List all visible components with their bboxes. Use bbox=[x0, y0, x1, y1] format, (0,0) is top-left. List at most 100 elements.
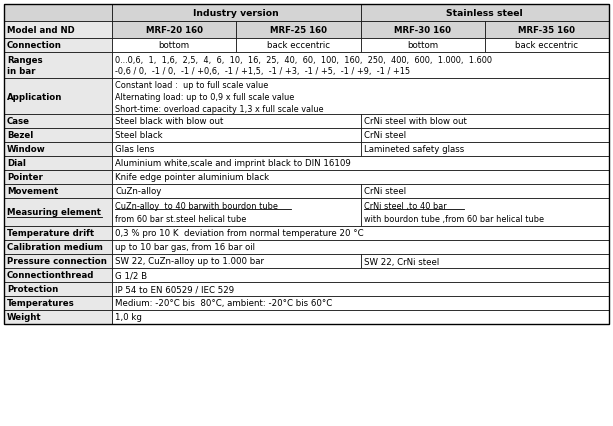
Text: G 1/2 B: G 1/2 B bbox=[115, 271, 147, 280]
Bar bbox=[112, 268, 609, 282]
Text: CrNi steel with blow out: CrNi steel with blow out bbox=[364, 117, 466, 126]
Bar bbox=[4, 227, 112, 240]
Text: Window: Window bbox=[7, 145, 46, 154]
Text: MRF-20 160: MRF-20 160 bbox=[146, 26, 203, 35]
Text: Short-time: overload capacity 1,3 x full scale value: Short-time: overload capacity 1,3 x full… bbox=[115, 104, 324, 113]
Text: MRF-25 160: MRF-25 160 bbox=[270, 26, 327, 35]
Bar bbox=[4, 39, 112, 53]
Bar bbox=[360, 115, 609, 129]
Text: SW 22, CrNi steel: SW 22, CrNi steel bbox=[364, 257, 439, 266]
Bar bbox=[4, 240, 112, 254]
Text: Steel black with blow out: Steel black with blow out bbox=[115, 117, 223, 126]
Bar bbox=[112, 296, 609, 310]
Bar bbox=[485, 22, 609, 39]
Text: Knife edge pointer aluminium black: Knife edge pointer aluminium black bbox=[115, 173, 269, 182]
Text: with bourdon tube ,from 60 bar helical tube: with bourdon tube ,from 60 bar helical t… bbox=[364, 214, 544, 223]
Bar bbox=[4, 170, 112, 184]
Bar bbox=[485, 39, 609, 53]
Text: Model and ND: Model and ND bbox=[7, 26, 75, 35]
Text: in bar: in bar bbox=[7, 67, 36, 76]
Bar bbox=[360, 39, 485, 53]
Bar bbox=[4, 296, 112, 310]
Text: Stainless steel: Stainless steel bbox=[446, 9, 523, 18]
Text: Calibration medium: Calibration medium bbox=[7, 243, 103, 252]
Text: bottom: bottom bbox=[407, 41, 438, 50]
Text: Lamineted safety glass: Lamineted safety glass bbox=[364, 145, 464, 154]
Bar bbox=[4, 129, 112, 143]
Text: up to 10 bar gas, from 16 bar oil: up to 10 bar gas, from 16 bar oil bbox=[115, 243, 255, 252]
Text: Pointer: Pointer bbox=[7, 173, 43, 182]
Text: Steel black: Steel black bbox=[115, 131, 162, 140]
Text: Movement: Movement bbox=[7, 187, 58, 196]
Text: Connectionthread: Connectionthread bbox=[7, 271, 94, 280]
Bar bbox=[112, 129, 360, 143]
Bar bbox=[4, 5, 609, 324]
Text: SW 22, CuZn-alloy up to 1.000 bar: SW 22, CuZn-alloy up to 1.000 bar bbox=[115, 257, 264, 266]
Text: Connection: Connection bbox=[7, 41, 62, 50]
Bar bbox=[112, 254, 360, 268]
Text: MRF-35 160: MRF-35 160 bbox=[519, 26, 576, 35]
Text: Industry version: Industry version bbox=[193, 9, 279, 18]
Text: Measuring element: Measuring element bbox=[7, 208, 101, 217]
Bar bbox=[360, 184, 609, 199]
Text: Alternating load: up to 0,9 x full scale value: Alternating load: up to 0,9 x full scale… bbox=[115, 92, 294, 101]
Text: Dial: Dial bbox=[7, 159, 26, 168]
Bar bbox=[360, 5, 609, 22]
Text: CrNi steel: CrNi steel bbox=[364, 131, 406, 140]
Text: Aluminium white,scale and imprint black to DIN 16109: Aluminium white,scale and imprint black … bbox=[115, 159, 351, 168]
Bar bbox=[4, 157, 112, 170]
Text: CrNi steel: CrNi steel bbox=[364, 187, 406, 196]
Bar bbox=[112, 170, 609, 184]
Bar bbox=[4, 254, 112, 268]
Bar bbox=[4, 199, 112, 227]
Bar bbox=[112, 22, 236, 39]
Text: Temperature drift: Temperature drift bbox=[7, 229, 94, 238]
Text: Weight: Weight bbox=[7, 313, 42, 322]
Text: 0,3 % pro 10 K  deviation from normal temperature 20 °C: 0,3 % pro 10 K deviation from normal tem… bbox=[115, 229, 364, 238]
Text: Application: Application bbox=[7, 92, 63, 101]
Text: Protection: Protection bbox=[7, 285, 58, 294]
Bar bbox=[112, 199, 360, 227]
Bar bbox=[4, 79, 112, 115]
Bar bbox=[4, 53, 112, 79]
Bar bbox=[360, 254, 609, 268]
Bar bbox=[4, 268, 112, 282]
Text: Bezel: Bezel bbox=[7, 131, 33, 140]
Text: Constant load :  up to full scale value: Constant load : up to full scale value bbox=[115, 81, 268, 89]
Text: CuZn-alloy: CuZn-alloy bbox=[115, 187, 161, 196]
Bar bbox=[360, 22, 485, 39]
Text: Case: Case bbox=[7, 117, 30, 126]
Bar bbox=[112, 53, 609, 79]
Bar bbox=[236, 39, 360, 53]
Text: CrNi steel ,to 40 bar: CrNi steel ,to 40 bar bbox=[364, 201, 446, 210]
Text: bottom: bottom bbox=[159, 41, 189, 50]
Text: 1,0 kg: 1,0 kg bbox=[115, 313, 142, 322]
Bar bbox=[112, 115, 360, 129]
Bar bbox=[236, 22, 360, 39]
Bar bbox=[360, 199, 609, 227]
Bar bbox=[4, 115, 112, 129]
Text: IP 54 to EN 60529 / IEC 529: IP 54 to EN 60529 / IEC 529 bbox=[115, 285, 234, 294]
Text: back eccentric: back eccentric bbox=[267, 41, 330, 50]
Bar bbox=[112, 240, 609, 254]
Bar bbox=[112, 282, 609, 296]
Bar bbox=[360, 129, 609, 143]
Bar bbox=[112, 227, 609, 240]
Bar bbox=[112, 5, 360, 22]
Text: back eccentric: back eccentric bbox=[516, 41, 579, 50]
Text: CuZn-alloy  to 40 barwith bourdon tube: CuZn-alloy to 40 barwith bourdon tube bbox=[115, 201, 278, 210]
Text: Glas lens: Glas lens bbox=[115, 145, 154, 154]
Text: from 60 bar st.steel helical tube: from 60 bar st.steel helical tube bbox=[115, 214, 246, 223]
Bar bbox=[4, 143, 112, 157]
Bar bbox=[112, 184, 360, 199]
Bar bbox=[4, 22, 112, 39]
Bar bbox=[112, 157, 609, 170]
Bar bbox=[112, 79, 609, 115]
Text: -0,6 / 0,  -1 / 0,  -1 / +0,6,  -1 / +1,5,  -1 / +3,  -1 / +5,  -1 / +9,  -1 / +: -0,6 / 0, -1 / 0, -1 / +0,6, -1 / +1,5, … bbox=[115, 67, 410, 76]
Bar bbox=[4, 184, 112, 199]
Text: Medium: -20°C bis  80°C, ambient: -20°C bis 60°C: Medium: -20°C bis 80°C, ambient: -20°C b… bbox=[115, 299, 332, 308]
Bar bbox=[4, 282, 112, 296]
Bar bbox=[360, 143, 609, 157]
Bar bbox=[4, 5, 112, 22]
Text: Temperatures: Temperatures bbox=[7, 299, 75, 308]
